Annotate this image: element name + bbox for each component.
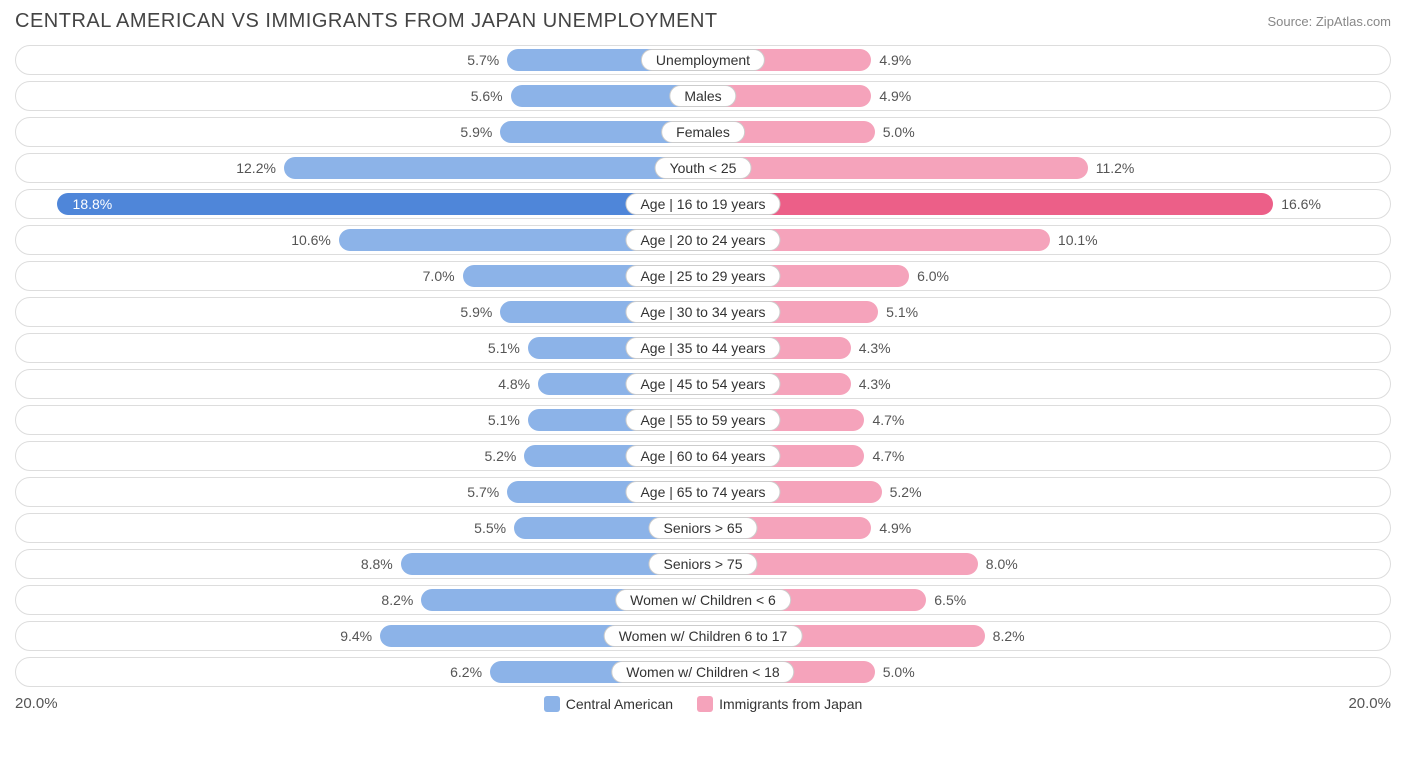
row-category-label: Females	[661, 121, 745, 143]
row-category-label: Age | 45 to 54 years	[625, 373, 780, 395]
value-left: 10.6%	[291, 232, 331, 248]
row-category-label: Age | 25 to 29 years	[625, 265, 780, 287]
value-right: 5.2%	[890, 484, 922, 500]
row-category-label: Unemployment	[641, 49, 765, 71]
value-left: 5.6%	[471, 88, 503, 104]
value-left: 7.0%	[423, 268, 455, 284]
chart-row: 7.0% 6.0% Age | 25 to 29 years	[15, 261, 1391, 291]
value-right: 6.5%	[934, 592, 966, 608]
chart-row: 18.8% 16.6% Age | 16 to 19 years	[15, 189, 1391, 219]
bar-right	[703, 157, 1088, 179]
value-left: 8.8%	[361, 556, 393, 572]
legend-swatch-right	[697, 696, 713, 712]
row-category-label: Age | 35 to 44 years	[625, 337, 780, 359]
chart-row: 5.1% 4.3% Age | 35 to 44 years	[15, 333, 1391, 363]
value-left: 18.8%	[73, 196, 113, 212]
value-left: 5.1%	[488, 340, 520, 356]
value-left: 6.2%	[450, 664, 482, 680]
axis-left-max: 20.0%	[15, 695, 58, 712]
value-right: 8.0%	[986, 556, 1018, 572]
chart-row: 8.2% 6.5% Women w/ Children < 6	[15, 585, 1391, 615]
chart-row: 9.4% 8.2% Women w/ Children 6 to 17	[15, 621, 1391, 651]
value-left: 5.7%	[467, 484, 499, 500]
row-category-label: Seniors > 75	[649, 553, 758, 575]
value-left: 5.9%	[460, 124, 492, 140]
chart-footer: 20.0% Central American Immigrants from J…	[15, 695, 1391, 712]
row-category-label: Women w/ Children 6 to 17	[604, 625, 803, 647]
row-category-label: Women w/ Children < 18	[611, 661, 794, 683]
value-right: 11.2%	[1096, 160, 1135, 176]
row-category-label: Age | 60 to 64 years	[625, 445, 780, 467]
value-left: 5.7%	[467, 52, 499, 68]
legend-label-right: Immigrants from Japan	[719, 696, 862, 712]
chart-row: 6.2% 5.0% Women w/ Children < 18	[15, 657, 1391, 687]
diverging-bar-chart: 5.7% 4.9% Unemployment 5.6% 4.9% Males 5.9% 5.0…	[15, 45, 1391, 687]
chart-row: 8.8% 8.0% Seniors > 75	[15, 549, 1391, 579]
axis-right-max: 20.0%	[1348, 695, 1391, 712]
row-category-label: Seniors > 65	[649, 517, 758, 539]
value-right: 4.7%	[872, 448, 904, 464]
row-category-label: Age | 65 to 74 years	[625, 481, 780, 503]
value-left: 4.8%	[498, 376, 530, 392]
value-right: 6.0%	[917, 268, 949, 284]
row-category-label: Youth < 25	[655, 157, 752, 179]
chart-row: 5.9% 5.0% Females	[15, 117, 1391, 147]
chart-header: CENTRAL AMERICAN VS IMMIGRANTS FROM JAPA…	[15, 10, 1391, 33]
value-right: 4.7%	[872, 412, 904, 428]
legend-swatch-left	[544, 696, 560, 712]
value-right: 4.3%	[859, 340, 891, 356]
value-left: 9.4%	[340, 628, 372, 644]
chart-row: 5.1% 4.7% Age | 55 to 59 years	[15, 405, 1391, 435]
row-category-label: Males	[669, 85, 736, 107]
value-right: 5.0%	[883, 664, 915, 680]
value-left: 5.9%	[460, 304, 492, 320]
row-category-label: Age | 55 to 59 years	[625, 409, 780, 431]
chart-row: 4.8% 4.3% Age | 45 to 54 years	[15, 369, 1391, 399]
row-category-label: Age | 16 to 19 years	[625, 193, 780, 215]
legend-item-left: Central American	[544, 696, 673, 712]
chart-row: 5.6% 4.9% Males	[15, 81, 1391, 111]
value-left: 5.1%	[488, 412, 520, 428]
legend-item-right: Immigrants from Japan	[697, 696, 862, 712]
value-right: 4.3%	[859, 376, 891, 392]
row-category-label: Age | 30 to 34 years	[625, 301, 780, 323]
value-right: 5.1%	[886, 304, 918, 320]
chart-source: Source: ZipAtlas.com	[1267, 14, 1391, 29]
value-left: 5.5%	[474, 520, 506, 536]
row-category-label: Age | 20 to 24 years	[625, 229, 780, 251]
value-right: 4.9%	[879, 52, 911, 68]
bar-left	[284, 157, 703, 179]
legend-label-left: Central American	[566, 696, 673, 712]
value-right: 10.1%	[1058, 232, 1098, 248]
chart-row: 5.7% 5.2% Age | 65 to 74 years	[15, 477, 1391, 507]
value-right: 5.0%	[883, 124, 915, 140]
chart-title: CENTRAL AMERICAN VS IMMIGRANTS FROM JAPA…	[15, 10, 718, 33]
chart-row: 5.2% 4.7% Age | 60 to 64 years	[15, 441, 1391, 471]
chart-row: 12.2% 11.2% Youth < 25	[15, 153, 1391, 183]
bar-right	[703, 193, 1273, 215]
value-left: 12.2%	[236, 160, 276, 176]
chart-row: 10.6% 10.1% Age | 20 to 24 years	[15, 225, 1391, 255]
value-right: 4.9%	[879, 520, 911, 536]
value-right: 8.2%	[993, 628, 1025, 644]
value-left: 5.2%	[484, 448, 516, 464]
chart-row: 5.7% 4.9% Unemployment	[15, 45, 1391, 75]
value-right: 4.9%	[879, 88, 911, 104]
value-left: 8.2%	[381, 592, 413, 608]
chart-row: 5.5% 4.9% Seniors > 65	[15, 513, 1391, 543]
chart-legend: Central American Immigrants from Japan	[58, 696, 1349, 712]
value-right: 16.6%	[1281, 196, 1321, 212]
bar-left	[57, 193, 703, 215]
row-category-label: Women w/ Children < 6	[615, 589, 791, 611]
chart-row: 5.9% 5.1% Age | 30 to 34 years	[15, 297, 1391, 327]
